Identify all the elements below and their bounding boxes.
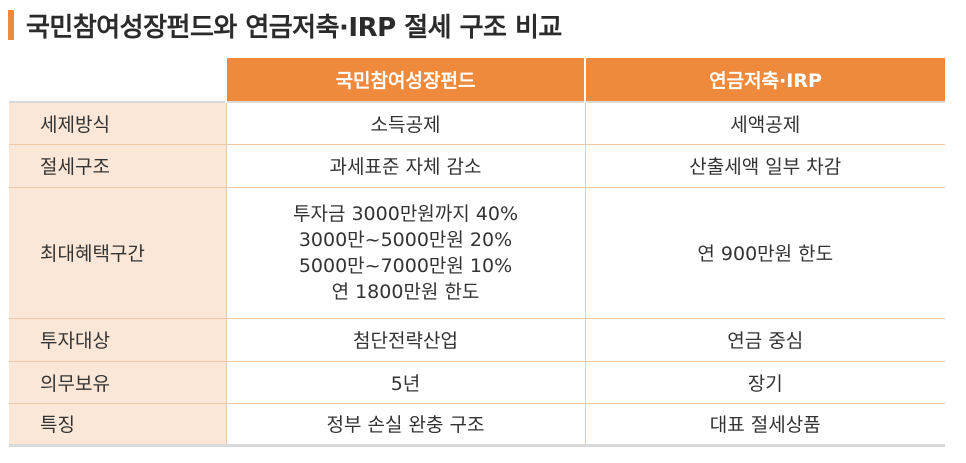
row-label: 의무보유 bbox=[9, 360, 226, 403]
fund-benefit-line: 투자금 3000만원까지 40% bbox=[292, 202, 519, 225]
header-fund: 국민참여성장펀드 bbox=[225, 58, 585, 102]
fund-cell: 과세표준 자체 감소 bbox=[225, 143, 585, 187]
title-accent-bar bbox=[8, 10, 14, 40]
row-label-text: 세제방식 bbox=[40, 113, 110, 136]
pension-cell: 연금 중심 bbox=[584, 317, 945, 361]
fund-cell: 정부 손실 완충 구조 bbox=[225, 402, 585, 447]
table-row: 절세구조 과세표준 자체 감소 산출세액 일부 차감 bbox=[9, 143, 945, 187]
pension-cell: 연 900만원 한도 bbox=[584, 186, 945, 318]
row-label-text: 절세구조 bbox=[40, 156, 110, 178]
comparison-table: 국민참여성장펀드 연금저축·IRP 세제방식 소득공제 세액공제 절세구조 과세… bbox=[9, 58, 945, 447]
fund-cell: 5년 bbox=[225, 360, 585, 403]
header-blank-cell bbox=[9, 58, 226, 102]
fund-cell: 첨단전략산업 bbox=[225, 317, 585, 361]
pension-cell: 세액공제 bbox=[584, 101, 945, 144]
header-pension: 연금저축·IRP bbox=[584, 58, 945, 102]
row-label: 투자대상 bbox=[9, 317, 226, 361]
row-label-text: 최대혜택구간 bbox=[40, 243, 145, 265]
page-title: 국민참여성장펀드와 연금저축·IRP 절세 구조 비교 bbox=[26, 12, 562, 43]
fund-cell: 소득공제 bbox=[225, 101, 585, 144]
row-label-text: 투자대상 bbox=[40, 330, 110, 352]
table-row: 투자대상 첨단전략산업 연금 중심 bbox=[9, 317, 945, 361]
row-label: 최대혜택구간 bbox=[9, 186, 226, 318]
table-row: 세제방식 소득공제 세액공제 bbox=[9, 101, 945, 144]
pension-cell: 산출세액 일부 차감 bbox=[584, 143, 945, 187]
fund-benefit-line: 연 1800만원 한도 bbox=[331, 280, 480, 303]
fund-benefit-line: 5000만~7000만원 10% bbox=[298, 254, 513, 277]
table-row: 특징 정부 손실 완충 구조 대표 절세상품 bbox=[9, 402, 945, 447]
row-label: 세제방식 bbox=[9, 101, 226, 144]
table-row: 의무보유 5년 장기 bbox=[9, 360, 945, 403]
fund-cell: 투자금 3000만원까지 40% 3000만~5000만원 20% 5000만~… bbox=[225, 186, 585, 318]
row-label: 특징 bbox=[9, 402, 226, 447]
table-header-row: 국민참여성장펀드 연금저축·IRP bbox=[9, 58, 945, 102]
title-block: 국민참여성장펀드와 연금저축·IRP 절세 구조 비교 bbox=[8, 8, 562, 43]
row-label: 절세구조 bbox=[9, 143, 226, 187]
table-row: 최대혜택구간 투자금 3000만원까지 40% 3000만~5000만원 20%… bbox=[9, 186, 945, 318]
pension-cell: 장기 bbox=[584, 360, 945, 403]
row-label-text: 특징 bbox=[40, 414, 75, 436]
fund-benefit-line: 3000만~5000만원 20% bbox=[298, 228, 513, 251]
row-label-text: 의무보유 bbox=[40, 372, 110, 395]
pension-cell: 대표 절세상품 bbox=[584, 402, 945, 447]
